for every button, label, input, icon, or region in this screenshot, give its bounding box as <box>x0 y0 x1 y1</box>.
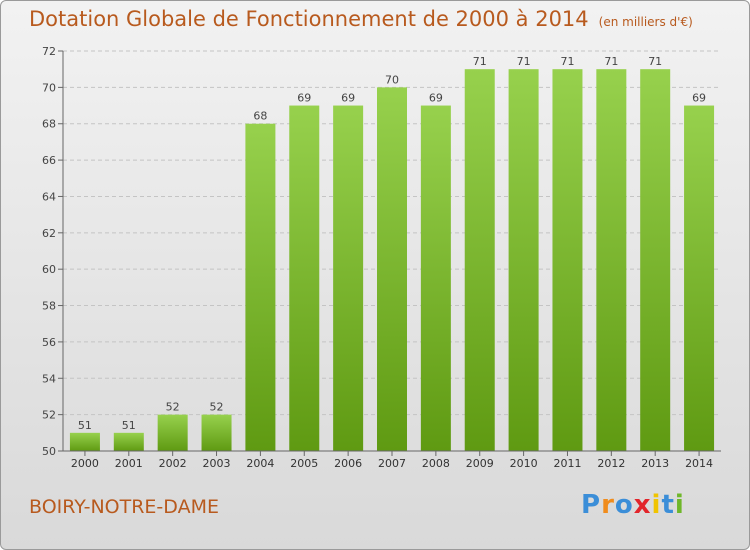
x-tick-label: 2002 <box>159 457 187 470</box>
x-tick-label: 2004 <box>246 457 274 470</box>
y-tick-label: 58 <box>42 300 56 313</box>
y-tick-label: 60 <box>42 263 56 276</box>
bar <box>640 69 671 451</box>
bar-value-label: 68 <box>253 110 267 123</box>
bar <box>201 414 232 451</box>
x-tick-label: 2009 <box>466 457 494 470</box>
bar-value-label: 69 <box>429 92 443 105</box>
bar <box>464 69 495 451</box>
x-tick-label: 2011 <box>553 457 581 470</box>
bar <box>157 414 188 451</box>
logo-letter: i <box>674 490 685 520</box>
bar-value-label: 70 <box>385 73 399 86</box>
y-tick-label: 64 <box>42 190 56 203</box>
x-tick-label: 2003 <box>203 457 231 470</box>
bars: 51 51 52 52 68 69 69 70 69 71 71 71 71 71 69 <box>69 55 715 452</box>
bar <box>420 105 451 451</box>
bar <box>596 69 627 451</box>
bar-value-label: 51 <box>122 419 136 432</box>
bar-value-label: 51 <box>78 419 92 432</box>
logo-letter: r <box>601 490 615 520</box>
logo-letter: x <box>633 490 652 520</box>
y-tick-label: 72 <box>42 45 56 58</box>
unit-label: (en milliers d'€) <box>598 15 693 29</box>
y-tick-label: 66 <box>42 154 56 167</box>
bar-value-label: 71 <box>604 55 618 68</box>
bar-value-label: 69 <box>297 92 311 105</box>
x-tick-label: 2007 <box>378 457 406 470</box>
y-tick-label: 52 <box>42 409 56 422</box>
chart-title: Dotation Globale de Fonctionnement de 20… <box>29 7 693 31</box>
title-text: Dotation Globale de Fonctionnement de 20… <box>29 7 589 31</box>
bar-value-label: 71 <box>648 55 662 68</box>
commune-name: BOIRY-NOTRE-DAME <box>29 496 219 518</box>
y-tick-label: 68 <box>42 118 56 131</box>
x-tick-label: 2008 <box>422 457 450 470</box>
bar-value-label: 69 <box>692 92 706 105</box>
bar-value-label: 52 <box>166 401 180 414</box>
bar <box>508 69 539 451</box>
y-tick-label: 70 <box>42 81 56 94</box>
bar <box>684 105 715 451</box>
logo-letter: o <box>614 490 634 520</box>
y-tick-label: 50 <box>42 445 56 458</box>
axes: 50 52 54 56 58 60 62 64 66 68 70 72 2000 2001 2002 2003… <box>42 45 721 470</box>
x-tick-label: 2013 <box>641 457 669 470</box>
bar <box>69 432 100 451</box>
bar <box>552 69 583 451</box>
logo-letter: t <box>661 490 675 520</box>
bar-value-label: 52 <box>210 401 224 414</box>
x-tick-label: 2010 <box>510 457 538 470</box>
bar-value-label: 71 <box>473 55 487 68</box>
bar <box>289 105 320 451</box>
logo-letter: i <box>651 490 662 520</box>
x-tick-label: 2012 <box>597 457 625 470</box>
bar <box>377 87 407 451</box>
y-tick-label: 56 <box>42 336 56 349</box>
bar <box>113 432 144 451</box>
y-tick-label: 62 <box>42 227 56 240</box>
y-tick-label: 54 <box>42 372 56 385</box>
bar <box>333 105 364 451</box>
bar-value-label: 69 <box>341 92 355 105</box>
bar <box>245 123 276 452</box>
logo-letter: P <box>581 490 602 520</box>
proxiti-logo: Proxiti <box>581 490 685 520</box>
x-tick-label: 2000 <box>71 457 99 470</box>
bar-value-label: 71 <box>560 55 574 68</box>
x-tick-label: 2001 <box>115 457 143 470</box>
x-tick-label: 2014 <box>685 457 713 470</box>
x-tick-label: 2006 <box>334 457 362 470</box>
x-tick-label: 2005 <box>290 457 318 470</box>
bar-value-label: 71 <box>517 55 531 68</box>
